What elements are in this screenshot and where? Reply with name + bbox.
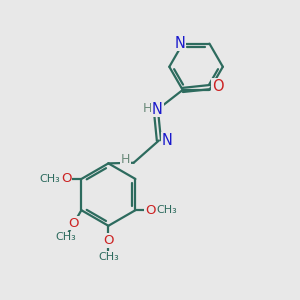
Text: O: O	[69, 217, 79, 230]
Text: N: N	[152, 102, 163, 117]
Text: CH₃: CH₃	[40, 174, 61, 184]
Text: O: O	[61, 172, 72, 185]
Text: H: H	[143, 102, 152, 115]
Text: CH₃: CH₃	[98, 252, 119, 262]
Text: O: O	[212, 79, 223, 94]
Text: CH₃: CH₃	[56, 232, 76, 242]
Text: N: N	[162, 133, 173, 148]
Text: H: H	[121, 153, 130, 166]
Text: N: N	[175, 35, 186, 50]
Text: O: O	[103, 234, 114, 247]
Text: O: O	[145, 204, 155, 217]
Text: CH₃: CH₃	[156, 205, 177, 215]
